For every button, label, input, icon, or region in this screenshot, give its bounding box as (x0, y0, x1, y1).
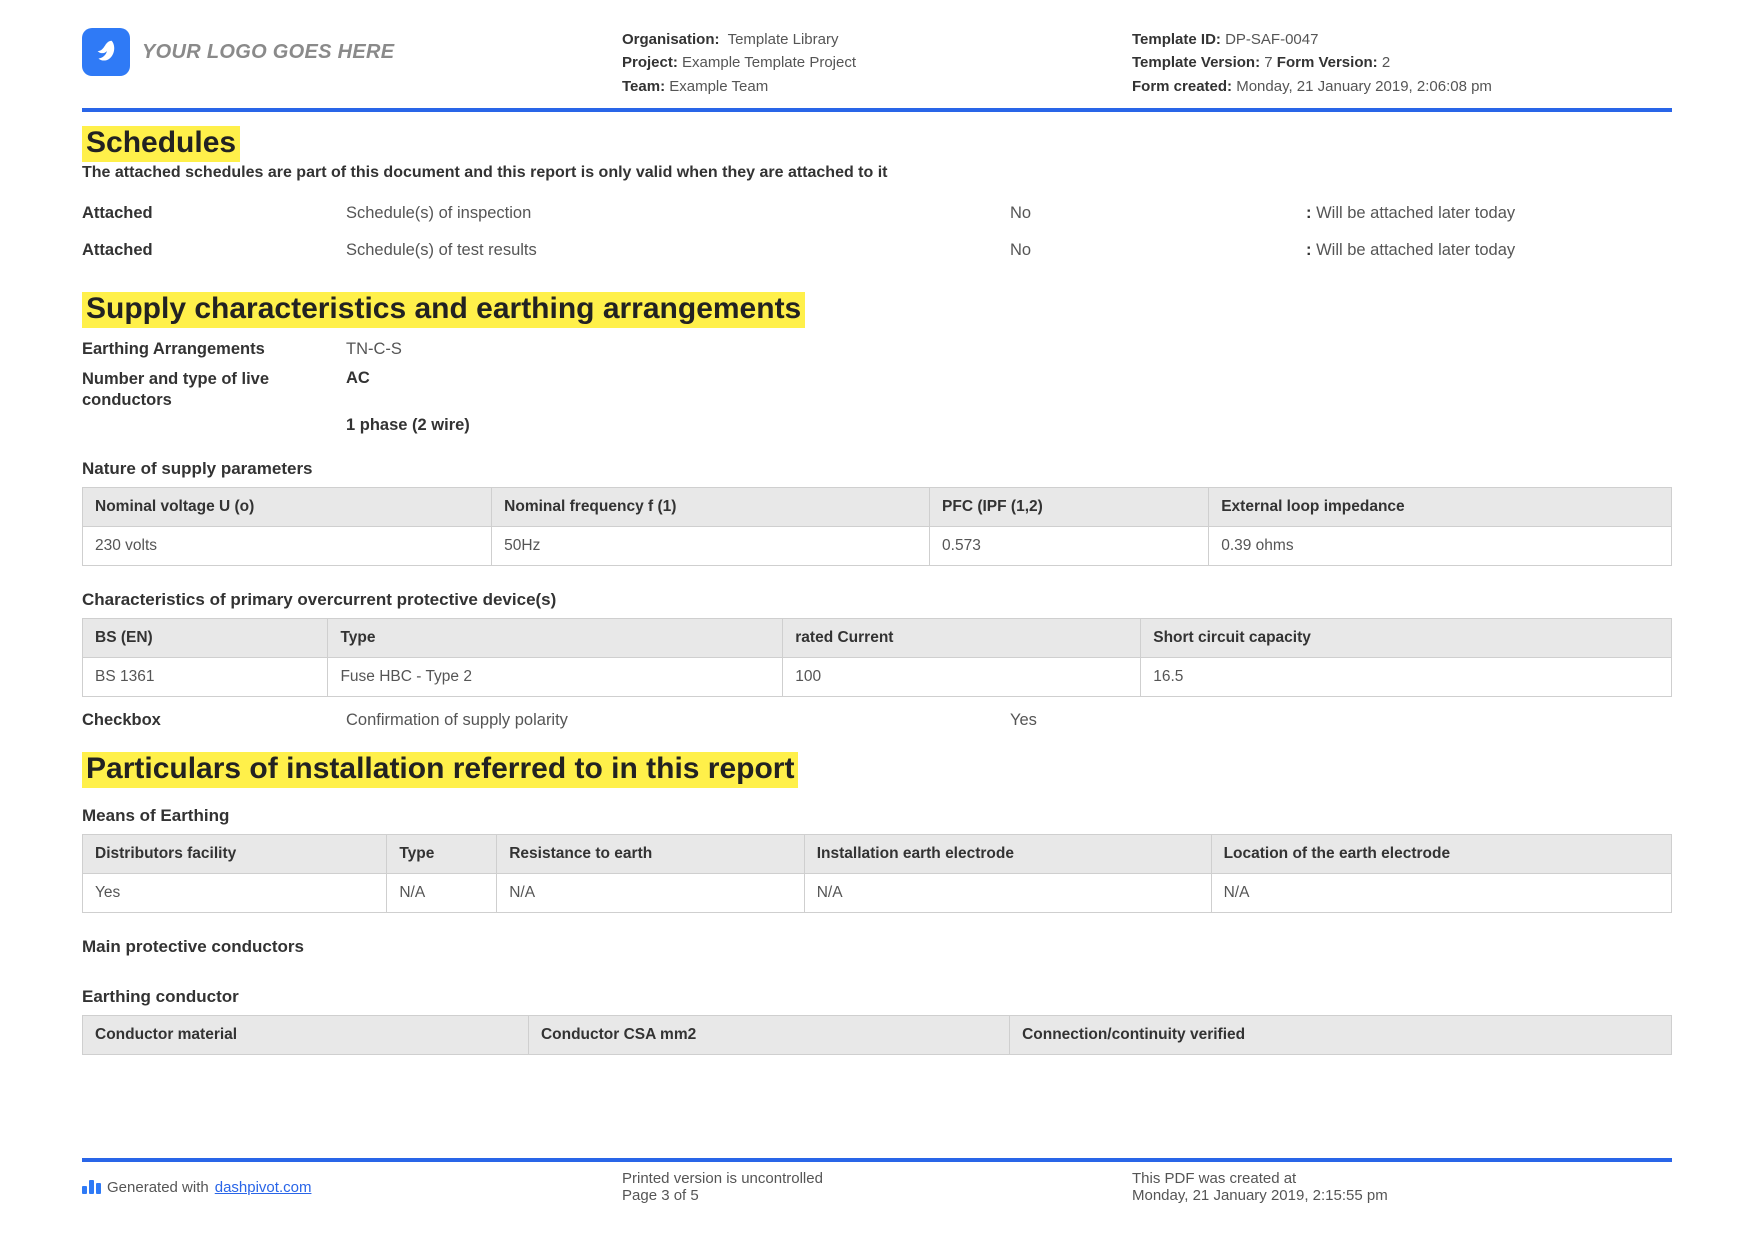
schedule-desc: Schedule(s) of inspection (346, 204, 1010, 223)
logo-block: YOUR LOGO GOES HERE (82, 28, 622, 76)
table-cell: 230 volts (83, 526, 492, 565)
table-header: Nominal frequency f (1) (492, 487, 930, 526)
form-created-label: Form created: (1132, 78, 1232, 95)
table-cell: 50Hz (492, 526, 930, 565)
template-id-label: Template ID: (1132, 31, 1221, 48)
means-of-earthing-heading: Means of Earthing (82, 806, 1672, 826)
table-header: Short circuit capacity (1141, 618, 1672, 657)
table-header: Connection/continuity verified (1010, 1015, 1672, 1054)
polarity-value: Yes (1010, 711, 1306, 730)
table-cell: N/A (1211, 873, 1671, 912)
section-subtitle-schedules: The attached schedules are part of this … (82, 164, 1672, 182)
form-created-value: Monday, 21 January 2019, 2:06:08 pm (1236, 78, 1492, 95)
earthing-label: Earthing Arrangements (82, 340, 346, 359)
schedule-note: Will be attached later today (1316, 241, 1515, 259)
table-cell: BS 1361 (83, 657, 328, 696)
schedule-note: Will be attached later today (1316, 204, 1515, 222)
table-header: Resistance to earth (497, 834, 805, 873)
org-label: Organisation: (622, 31, 720, 48)
schedule-row: Attached Schedule(s) of test results No … (82, 241, 1672, 260)
table-row: BS 1361 Fuse HBC - Type 2 100 16.5 (83, 657, 1672, 696)
live-conductors-row: Number and type of live conductors AC (82, 369, 1672, 412)
uncontrolled-text: Printed version is uncontrolled (622, 1170, 1132, 1187)
header-meta-left: Organisation: Template Library Project: … (622, 28, 1132, 98)
template-version-value: 7 (1264, 54, 1272, 71)
pdf-created-value: Monday, 21 January 2019, 2:15:55 pm (1132, 1187, 1672, 1204)
generated-prefix: Generated with (107, 1179, 209, 1196)
polarity-label: Checkbox (82, 711, 346, 730)
ocpd-table: BS (EN) Type rated Current Short circuit… (82, 618, 1672, 697)
table-header: Location of the earth electrode (1211, 834, 1671, 873)
live-conductors-value1: AC (346, 369, 370, 387)
bar-chart-icon (82, 1180, 101, 1194)
team-label: Team: (622, 78, 665, 95)
schedule-value: No (1010, 204, 1306, 223)
table-header: Installation earth electrode (804, 834, 1211, 873)
section-title-schedules: Schedules (82, 126, 240, 162)
page-number: Page 3 of 5 (622, 1187, 1132, 1204)
earthing-conductor-table: Conductor material Conductor CSA mm2 Con… (82, 1015, 1672, 1055)
live-conductors-value2: 1 phase (2 wire) (346, 416, 470, 434)
table-header: Type (328, 618, 783, 657)
schedule-note-prefix: : (1306, 204, 1316, 222)
table-header: rated Current (783, 618, 1141, 657)
pdf-created-label: This PDF was created at (1132, 1170, 1672, 1187)
means-of-earthing-table: Distributors facility Type Resistance to… (82, 834, 1672, 913)
section-title-particulars: Particulars of installation referred to … (82, 752, 798, 788)
nature-of-supply-heading: Nature of supply parameters (82, 459, 1672, 479)
main-protective-conductors-heading: Main protective conductors (82, 937, 1672, 957)
table-header: Nominal voltage U (o) (83, 487, 492, 526)
table-cell: 0.573 (930, 526, 1209, 565)
team-value: Example Team (669, 78, 768, 95)
table-header: Conductor CSA mm2 (528, 1015, 1009, 1054)
table-cell: N/A (387, 873, 497, 912)
table-row: 230 volts 50Hz 0.573 0.39 ohms (83, 526, 1672, 565)
logo-placeholder-text: YOUR LOGO GOES HERE (142, 41, 394, 64)
table-header: BS (EN) (83, 618, 328, 657)
document-header: YOUR LOGO GOES HERE Organisation: Templa… (82, 28, 1672, 112)
schedule-note-prefix: : (1306, 241, 1316, 259)
table-cell: N/A (804, 873, 1211, 912)
table-cell: Yes (83, 873, 387, 912)
template-version-label: Template Version: (1132, 54, 1260, 71)
earthing-conductor-heading: Earthing conductor (82, 987, 1672, 1007)
logo-icon (82, 28, 130, 76)
schedule-label: Attached (82, 204, 346, 223)
supply-params-table: Nominal voltage U (o) Nominal frequency … (82, 487, 1672, 566)
table-cell: N/A (497, 873, 805, 912)
table-header: Type (387, 834, 497, 873)
table-header: External loop impedance (1209, 487, 1672, 526)
project-value: Example Template Project (682, 54, 856, 71)
polarity-desc: Confirmation of supply polarity (346, 711, 1010, 730)
table-row: Yes N/A N/A N/A N/A (83, 873, 1672, 912)
table-header: Conductor material (83, 1015, 529, 1054)
table-cell: 16.5 (1141, 657, 1672, 696)
schedule-label: Attached (82, 241, 346, 260)
schedule-desc: Schedule(s) of test results (346, 241, 1010, 260)
live-conductors-label: Number and type of live conductors (82, 369, 346, 412)
project-label: Project: (622, 54, 678, 71)
table-header: Distributors facility (83, 834, 387, 873)
ocpd-heading: Characteristics of primary overcurrent p… (82, 590, 1672, 610)
header-meta-right: Template ID: DP-SAF-0047 Template Versio… (1132, 28, 1672, 98)
table-cell: 100 (783, 657, 1141, 696)
section-title-supply: Supply characteristics and earthing arra… (82, 292, 805, 328)
generated-link[interactable]: dashpivot.com (215, 1179, 312, 1196)
schedule-value: No (1010, 241, 1306, 260)
document-footer: Generated with dashpivot.com Printed ver… (82, 1158, 1672, 1204)
table-cell: Fuse HBC - Type 2 (328, 657, 783, 696)
schedule-row: Attached Schedule(s) of inspection No : … (82, 204, 1672, 223)
table-cell: 0.39 ohms (1209, 526, 1672, 565)
template-id-value: DP-SAF-0047 (1225, 31, 1318, 48)
table-header: PFC (IPF (1,2) (930, 487, 1209, 526)
earthing-value: TN-C-S (346, 340, 1010, 359)
earthing-row: Earthing Arrangements TN-C-S (82, 340, 1672, 359)
org-value: Template Library (728, 31, 839, 48)
polarity-row: Checkbox Confirmation of supply polarity… (82, 711, 1672, 730)
form-version-value: 2 (1382, 54, 1390, 71)
form-version-label: Form Version: (1277, 54, 1378, 71)
live-conductors-row2: 1 phase (2 wire) (82, 416, 1672, 435)
